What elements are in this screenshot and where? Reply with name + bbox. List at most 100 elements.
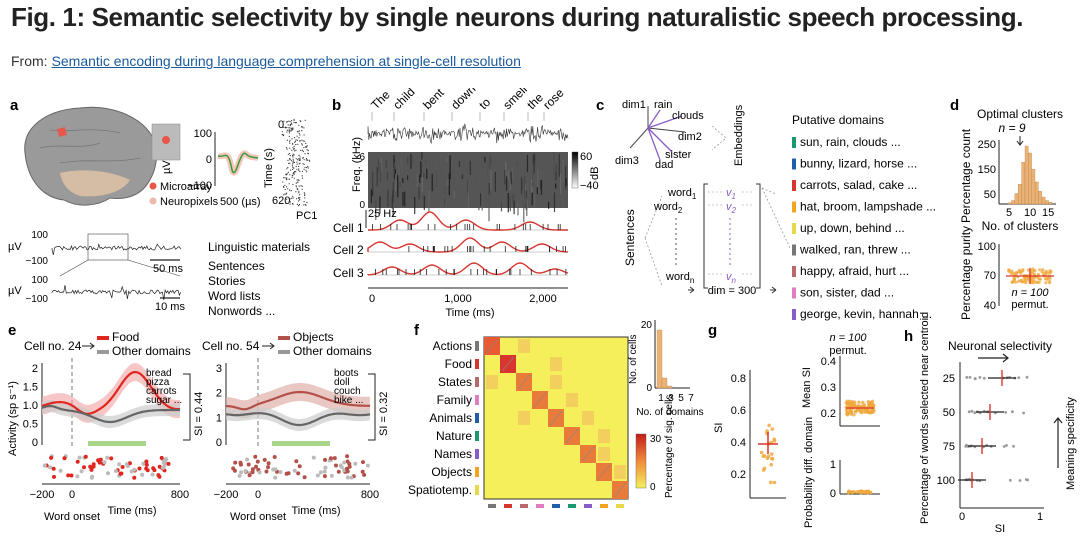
raster-target-dot xyxy=(253,454,258,459)
drift-dot xyxy=(298,124,300,126)
drift-dot xyxy=(302,157,304,159)
selectivity-label: Neuronal selectivity xyxy=(948,339,1052,353)
domains-hist-xtick: 1 xyxy=(658,393,664,404)
drift-dot xyxy=(285,173,287,175)
prob-dot xyxy=(849,490,854,494)
drift-dot xyxy=(296,168,298,170)
heatmap-col-swatch xyxy=(488,504,496,508)
drift-dot xyxy=(295,191,297,193)
domain-color-swatch xyxy=(792,137,796,148)
spectrogram-texture xyxy=(370,152,567,223)
drift-dot xyxy=(284,177,286,179)
heatmap-row-swatch xyxy=(475,449,479,459)
heatmap-offdiag-cell xyxy=(518,411,530,425)
spectrogram-streak xyxy=(555,171,557,181)
raster-target-dot xyxy=(266,461,271,466)
raster-target-dot xyxy=(250,467,255,472)
drift-dot xyxy=(303,204,305,206)
drift-dot xyxy=(293,167,295,169)
drift-dot xyxy=(307,165,309,168)
raster-target-dot xyxy=(66,473,71,478)
drift-dot xyxy=(292,195,294,197)
drift-dot xyxy=(290,160,292,162)
drift-dot xyxy=(296,135,298,137)
raster-target-dot xyxy=(89,467,94,472)
emb-bracket xyxy=(711,125,727,151)
raster-other-dot xyxy=(141,461,146,466)
purity-dot xyxy=(1044,269,1048,273)
drift-dot xyxy=(297,143,299,145)
drift-dot xyxy=(302,163,304,165)
purity-dot xyxy=(1032,268,1036,272)
drift-dot xyxy=(298,185,300,187)
panel-e-label: e xyxy=(8,322,16,339)
raster-other-dot xyxy=(75,474,80,479)
si-dot xyxy=(769,462,773,467)
si-dot xyxy=(765,456,770,461)
heat-cbar-tick: 30 xyxy=(650,434,662,445)
microarray-marker xyxy=(57,127,67,137)
raster-target-dot xyxy=(297,464,302,469)
drift-dot xyxy=(303,134,305,136)
mean-si-dot xyxy=(848,409,853,413)
source-link[interactable]: Semantic encoding during language compre… xyxy=(51,53,521,69)
emb-word: sister xyxy=(665,149,692,161)
waveform-ylabel: µV xyxy=(161,160,173,174)
drift-dot xyxy=(291,176,293,178)
raster-target-dot xyxy=(62,456,67,461)
raster-other-dot xyxy=(322,469,327,474)
drift-dot xyxy=(306,159,308,161)
drift-dot xyxy=(289,162,291,164)
figure-title: Fig. 1: Semantic selectivity by single n… xyxy=(11,2,1024,32)
purity-dot xyxy=(1030,271,1035,275)
word-row: wordn xyxy=(665,271,694,285)
spectrogram-streak xyxy=(389,196,391,208)
drift-dot xyxy=(289,142,291,144)
cell2-xtick: 800 xyxy=(361,489,379,501)
purity-dot xyxy=(1038,268,1042,272)
drift-dot xyxy=(289,154,291,157)
drift-dot xyxy=(299,134,301,136)
spectrogram-streak xyxy=(446,157,448,163)
cell1-target: Food xyxy=(112,330,139,344)
raster-target-dot xyxy=(51,466,56,471)
drift-dot xyxy=(299,171,301,173)
h-dot xyxy=(982,376,986,380)
drift-dot xyxy=(302,126,304,128)
drift-dot xyxy=(301,126,303,128)
raster-target-dot xyxy=(166,461,171,466)
freq-tick: 0 xyxy=(359,200,365,211)
drift-dot xyxy=(288,141,291,143)
drift-dots xyxy=(281,119,311,207)
domain-item: walked, ran, threw ... xyxy=(799,243,911,257)
spectrogram-streak xyxy=(553,152,555,175)
raster-other-dot xyxy=(323,465,328,470)
h-ylabel: Percentage of words selected near centro… xyxy=(919,312,931,524)
raster-other-dot xyxy=(239,470,244,475)
cluster-bar xyxy=(1041,196,1046,205)
mean-si-dot xyxy=(856,404,860,409)
drift-dot xyxy=(281,131,283,133)
ytick-label: 1 xyxy=(216,412,222,424)
domains-hist-xlabel: No. of domains xyxy=(636,407,703,418)
drift-dot xyxy=(309,160,311,162)
h-dot xyxy=(1022,411,1025,415)
heatmap-diag-mark xyxy=(517,374,531,390)
count-ytick: 250 xyxy=(978,139,996,151)
cell1-xtick: 0 xyxy=(69,489,75,501)
raster-other-dot xyxy=(338,463,343,468)
h-dot xyxy=(1005,444,1008,447)
drift-dot xyxy=(293,145,295,148)
spectrogram-streak xyxy=(562,195,564,207)
heatmap-diag-mark xyxy=(501,356,515,372)
domains-bar xyxy=(656,329,663,389)
vector-sub: n xyxy=(732,276,737,285)
si-ylabel: SI xyxy=(713,423,725,433)
spectrogram-streak xyxy=(511,167,513,180)
raster-other-dot xyxy=(79,469,84,474)
cluster-bar xyxy=(1007,202,1012,205)
spectrogram-streak xyxy=(379,196,381,214)
vector-rain xyxy=(647,109,661,129)
panel-d-label: d xyxy=(950,97,959,114)
raster-target-dot xyxy=(91,464,96,469)
